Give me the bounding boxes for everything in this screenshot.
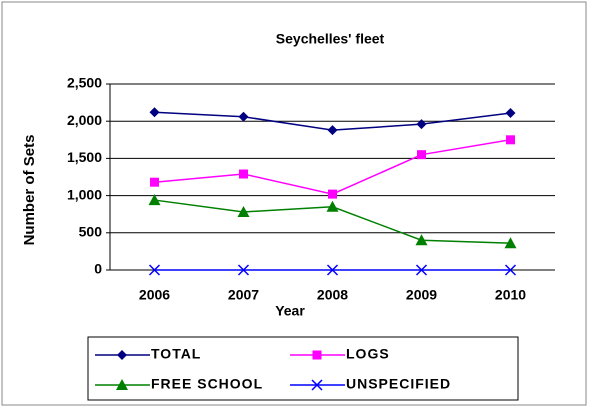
data-point	[506, 135, 515, 145]
data-point	[505, 108, 516, 119]
y-tick-label: 2,000	[67, 112, 102, 128]
data-point	[238, 111, 249, 122]
y-tick-label: 0	[94, 261, 102, 277]
y-axis-label: Number of Sets	[21, 135, 38, 246]
x-tick-label: 2010	[495, 287, 526, 303]
data-point	[239, 169, 248, 179]
x-tick-label: 2007	[228, 287, 259, 303]
legend-label: TOTAL	[151, 346, 201, 362]
data-point	[148, 264, 161, 276]
legend-marker	[312, 350, 322, 360]
legend-marker	[311, 379, 323, 391]
data-point	[504, 264, 517, 276]
y-tick-label: 1,500	[67, 149, 102, 165]
data-point	[326, 200, 339, 212]
x-tick-label: 2006	[139, 287, 170, 303]
legend-label: FREE SCHOOL	[151, 376, 263, 392]
data-point	[149, 107, 160, 118]
data-point	[327, 125, 338, 136]
data-point	[417, 150, 426, 160]
legend-label: LOGS	[346, 346, 390, 362]
legend-marker	[117, 350, 127, 360]
data-point	[150, 177, 159, 187]
legend-box	[87, 336, 519, 401]
legend-label: UNSPECIFIED	[346, 376, 451, 392]
data-point	[416, 119, 427, 130]
data-point	[415, 264, 428, 276]
data-point	[237, 264, 250, 276]
y-tick-label: 1,000	[67, 186, 102, 202]
y-tick-label: 500	[79, 224, 103, 240]
data-point	[148, 194, 161, 206]
x-tick-label: 2008	[317, 287, 348, 303]
y-tick-label: 2,500	[67, 75, 102, 91]
x-tick-label: 2009	[406, 287, 437, 303]
x-axis-label: Year	[275, 303, 305, 319]
data-point	[328, 189, 337, 199]
data-point	[504, 237, 517, 249]
data-point	[237, 205, 250, 217]
legend-marker	[116, 379, 128, 390]
chart-title: Seychelles' fleet	[276, 31, 385, 47]
data-point	[415, 234, 428, 246]
data-point	[326, 264, 339, 276]
